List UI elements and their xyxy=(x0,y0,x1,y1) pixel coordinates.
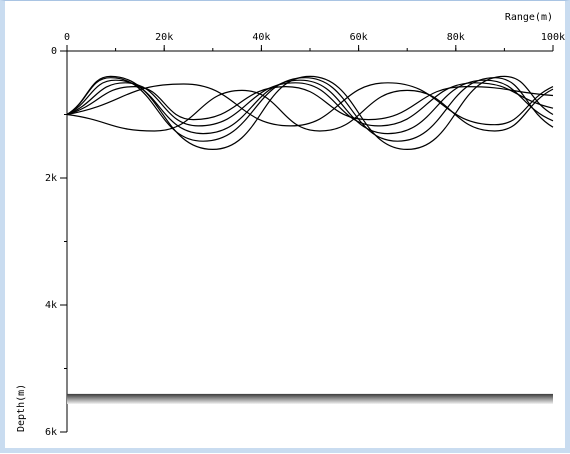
y-tick-label: 0 xyxy=(51,46,57,57)
ray-path-6 xyxy=(66,88,554,132)
x-tick-label: 40k xyxy=(252,32,270,43)
seabed-band xyxy=(67,393,553,404)
ray-paths xyxy=(66,75,554,151)
ray-path-5 xyxy=(66,85,554,121)
x-tick-label: 100k xyxy=(541,32,565,43)
y-tick-label: 6k xyxy=(45,427,57,438)
x-axis-title: Range(m) xyxy=(505,12,553,23)
x-tick-label: 60k xyxy=(350,32,368,43)
x-tick-label: 0 xyxy=(64,32,70,43)
ray-path-4 xyxy=(66,82,554,127)
ray-trace-chart: Range(m) Depth(m) 0 20k 40k 60k 80k 100k 0 2k 4… xyxy=(16,12,565,438)
x-tick-label: 80k xyxy=(447,32,465,43)
y-tick-label: 2k xyxy=(45,173,57,184)
x-axis-ticks: 0 20k 40k 60k 80k 100k xyxy=(64,32,565,51)
ray-path-7 xyxy=(66,82,554,127)
ray-path-1 xyxy=(66,75,554,151)
x-tick-label: 20k xyxy=(155,32,173,43)
ray-path-3 xyxy=(66,79,554,135)
y-axis-title: Depth(m) xyxy=(16,384,27,432)
y-tick-label: 4k xyxy=(45,300,57,311)
y-axis-ticks: 0 2k 4k 6k xyxy=(45,46,67,438)
